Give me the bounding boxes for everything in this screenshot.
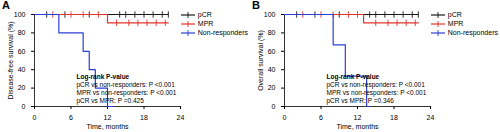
- svg-text:100: 100: [264, 11, 276, 18]
- svg-text:20: 20: [18, 84, 26, 91]
- svg-text:24: 24: [427, 114, 435, 121]
- svg-text:Time, months: Time, months: [86, 123, 129, 130]
- svg-text:MPR vs non-responders: P <0.00: MPR vs non-responders: P <0.001: [77, 89, 177, 97]
- svg-text:pCR vs non-responders: P <0.00: pCR vs non-responders: P <0.001: [327, 81, 426, 89]
- html-text:pCR: pCR: [447, 11, 462, 18]
- svg-text:60: 60: [18, 48, 26, 55]
- svg-text:20: 20: [268, 84, 276, 91]
- svg-text:Log-rank P-value: Log-rank P-value: [77, 73, 130, 81]
- svg-text:Disease-free survival (%): Disease-free survival (%): [7, 21, 15, 99]
- svg-text:60: 60: [268, 48, 276, 55]
- svg-text:MPR vs non-responders: P <0.00: MPR vs non-responders: P <0.001: [327, 89, 427, 97]
- svg-text:0: 0: [272, 103, 276, 110]
- svg-text:Time, months: Time, months: [336, 123, 379, 130]
- svg-text:Overall survival (%): Overall survival (%): [257, 30, 265, 91]
- svg-text:6: 6: [69, 114, 73, 121]
- svg-text:12: 12: [104, 114, 112, 121]
- html-text:Non-responders: Non-responders: [447, 29, 498, 36]
- html-text:Non-responders: Non-responders: [197, 29, 248, 36]
- svg-text:0: 0: [33, 114, 37, 121]
- svg-text:80: 80: [18, 29, 26, 36]
- svg-text:18: 18: [140, 114, 148, 121]
- svg-text:40: 40: [18, 66, 26, 73]
- html-text:B: B: [252, 0, 260, 11]
- html-text:MPR: MPR: [447, 20, 464, 27]
- svg-text:pCR vs MPR: P =0.425: pCR vs MPR: P =0.425: [77, 97, 145, 105]
- svg-text:40: 40: [268, 66, 276, 73]
- svg-text:12: 12: [354, 114, 362, 121]
- svg-text:pCR vs MPR: P =0.346: pCR vs MPR: P =0.346: [327, 97, 395, 105]
- svg-text:6: 6: [319, 114, 323, 121]
- svg-text:24: 24: [177, 114, 185, 121]
- svg-text:Log-rank P-value: Log-rank P-value: [327, 73, 380, 81]
- svg-text:80: 80: [268, 29, 276, 36]
- svg-text:18: 18: [390, 114, 398, 121]
- html-text:MPR: MPR: [197, 20, 214, 27]
- svg-text:pCR vs non-responders: P <0.00: pCR vs non-responders: P <0.001: [77, 81, 176, 89]
- html-text:A: A: [2, 0, 10, 11]
- html-text:pCR: pCR: [197, 11, 212, 18]
- svg-text:0: 0: [22, 103, 26, 110]
- svg-text:100: 100: [14, 11, 26, 18]
- svg-text:0: 0: [283, 114, 287, 121]
